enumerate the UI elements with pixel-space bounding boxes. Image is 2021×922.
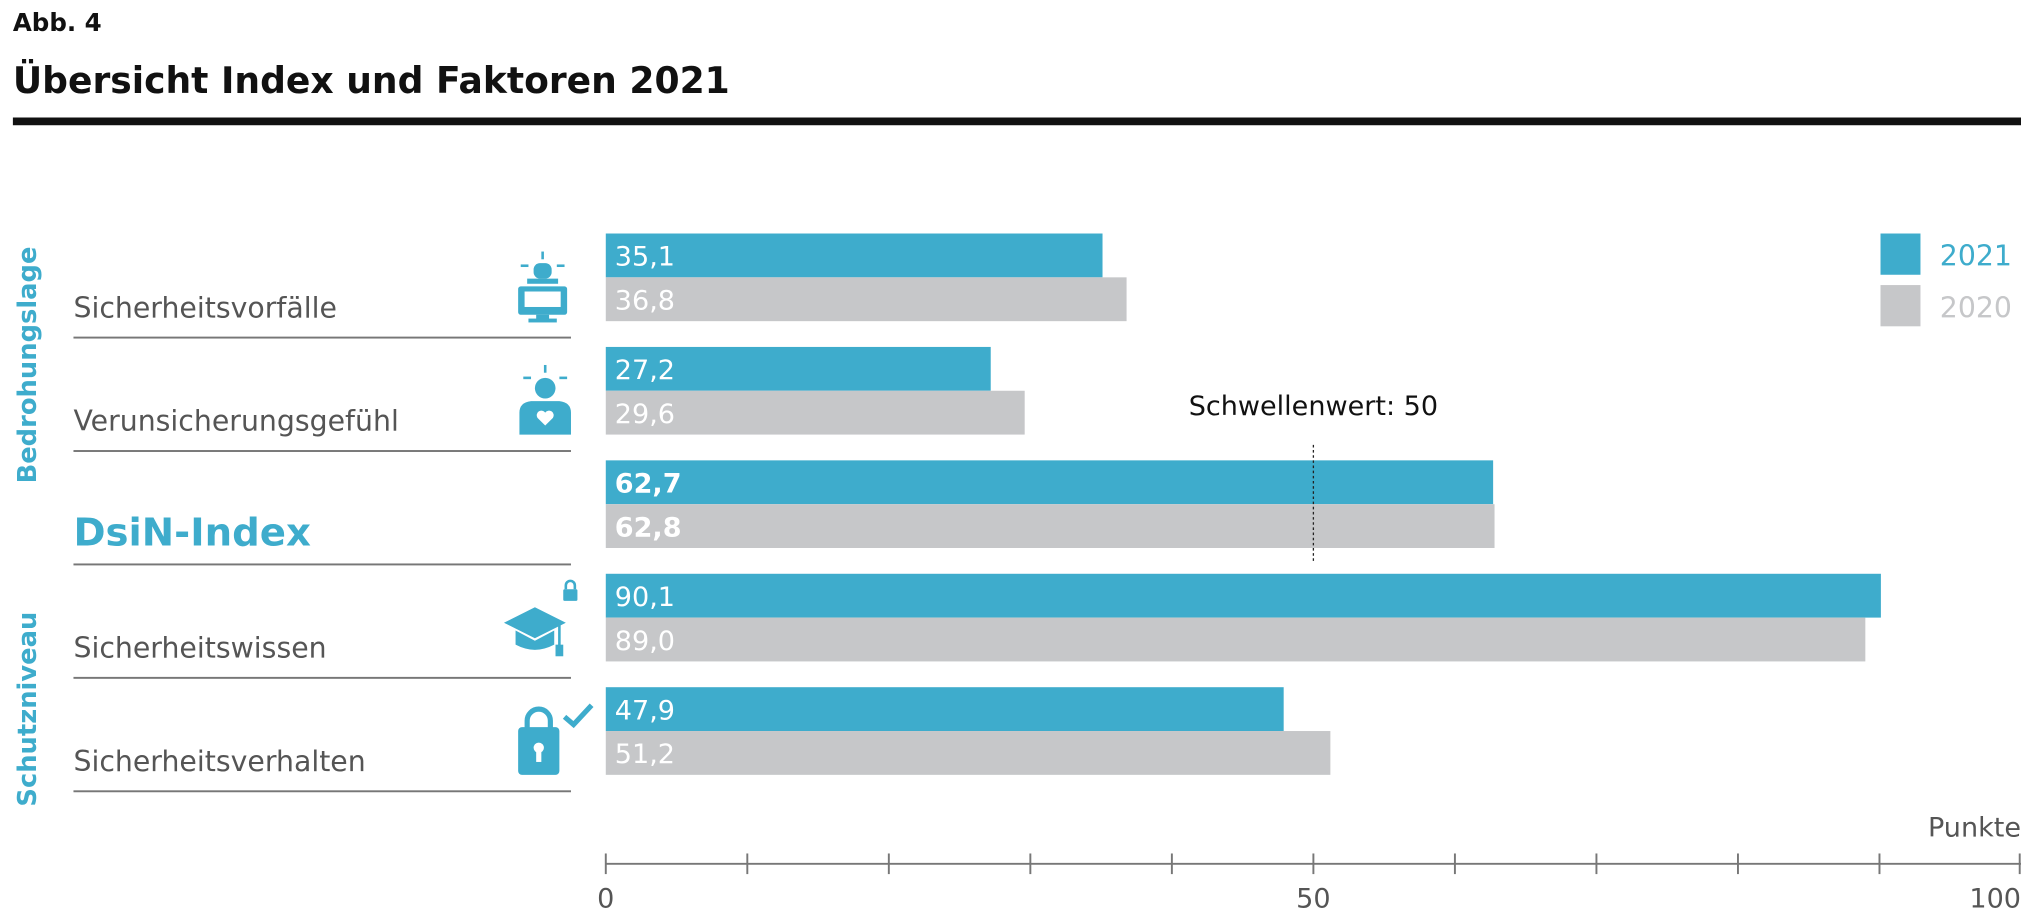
category-label: Sicherheitsvorfälle: [73, 291, 336, 324]
person-icon: [519, 364, 571, 435]
category-rule: [73, 450, 571, 452]
value-label: 89,0: [615, 626, 675, 657]
value-label: 29,6: [615, 399, 675, 430]
category-rule: [73, 336, 571, 339]
category-label: DsiN-Index: [73, 510, 311, 555]
category-rule: [73, 563, 571, 566]
x-axis-label: Punkte: [1928, 813, 2021, 844]
x-tick-label: 50: [1296, 884, 1330, 915]
bar: [605, 573, 1881, 618]
group-label: Schutzniveau: [13, 612, 43, 807]
value-label: 36,8: [615, 286, 675, 317]
bar: [605, 277, 1127, 322]
value-label: 47,9: [615, 695, 675, 726]
title-rule: [12, 117, 2021, 126]
bar: [605, 233, 1103, 278]
bar: [605, 390, 1025, 435]
value-label: 27,2: [615, 355, 675, 386]
threshold-label: Schwellenwert: 50: [1189, 391, 1438, 422]
alarm-icon: [518, 251, 568, 323]
value-label: 51,2: [615, 739, 675, 770]
graduate-icon: [503, 579, 578, 657]
group-label: Bedrohungslage: [13, 247, 43, 484]
value-label: 62,7: [615, 469, 682, 500]
value-label: 62,8: [615, 512, 682, 543]
legend-label: 2020: [1940, 291, 2012, 324]
figure-label: Abb. 4: [13, 8, 102, 37]
icons: [503, 251, 594, 775]
value-label: 90,1: [615, 582, 675, 613]
legend-swatch: [1880, 285, 1921, 327]
bar: [605, 460, 1494, 505]
bar: [605, 617, 1866, 662]
category-label: Verunsicherungsgefühl: [73, 405, 398, 438]
bar: [605, 504, 1495, 549]
category-label: Sicherheitswissen: [73, 632, 326, 665]
category-rule: [73, 676, 571, 679]
bar: [605, 346, 991, 391]
x-tick-label: 0: [597, 884, 614, 915]
value-label: 35,1: [615, 242, 675, 273]
bar: [605, 687, 1284, 732]
lock-icon: [518, 703, 594, 775]
category-label: Sicherheitsverhalten: [73, 745, 365, 778]
x-tick-label: 100: [1969, 884, 2021, 915]
category-rule: [73, 790, 571, 793]
chart-title: Übersicht Index und Faktoren 2021: [13, 60, 730, 102]
legend-label: 2021: [1940, 240, 2012, 273]
bar: [605, 731, 1331, 775]
legend-swatch: [1880, 233, 1921, 275]
